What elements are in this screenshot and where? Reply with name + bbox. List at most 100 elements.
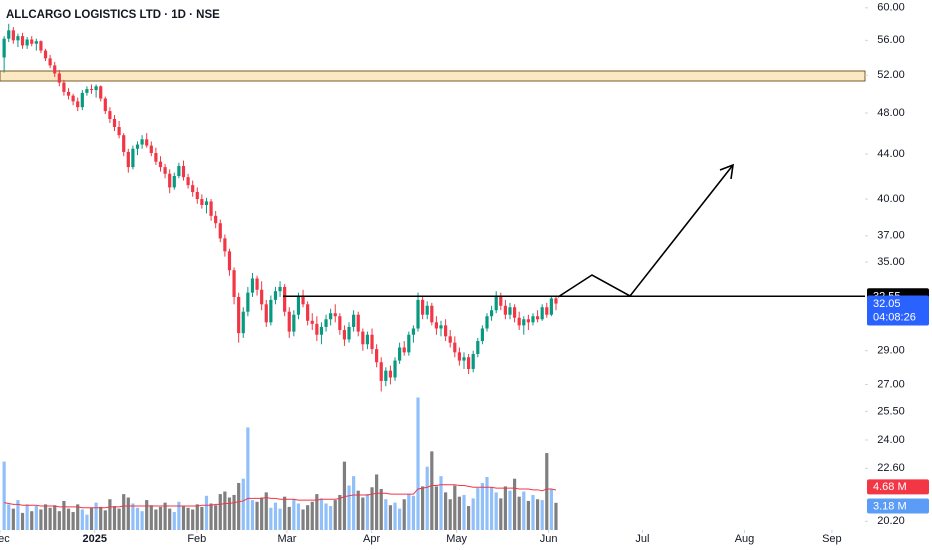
candle-body [370,334,374,350]
candle-body [503,305,507,315]
volume-bar [522,491,526,530]
candle-body [163,167,167,174]
volume-bar [126,497,130,530]
candle-body [7,30,11,39]
candle-body [241,311,245,334]
candle-body [246,292,250,312]
candle-body [191,185,195,193]
y-tick-label: 20.20 [877,515,905,527]
volume-bar [163,502,167,530]
y-tick-label: 22.60 [877,462,905,474]
volume-bar [241,478,245,530]
volume-bar [204,495,209,530]
volume-bar [172,512,176,530]
candle-body [425,305,429,315]
candle-body [117,127,121,136]
candle-body [172,176,176,188]
x-tick-label: Jun [540,533,558,545]
volume-bar [227,497,232,530]
volume-bar [421,486,425,530]
candle-body [319,326,324,335]
y-tick-label: 60.00 [877,2,905,14]
candle-body [255,278,259,290]
volume-bar [425,466,429,530]
candle-body [53,65,57,74]
candle-body [494,295,498,311]
candle-body [430,305,434,323]
candle-body [145,139,149,146]
volume-bar [2,461,6,530]
volume-bar [370,487,374,530]
volume-bar [25,504,29,530]
volume-bar [200,506,204,530]
last-price-label: 32.05 [873,298,901,310]
volume-bar [480,482,484,530]
volume-bar [122,494,126,530]
candle-body [292,314,296,332]
candle-body [16,36,20,41]
volume-bar [329,506,333,530]
volume-bar [255,501,259,530]
candle-body [361,331,365,345]
candle-body [398,347,402,361]
volume-badge-label: 3.18 M [873,500,907,512]
candle-body [283,286,287,312]
volume-bar [260,497,264,530]
volume-bar [131,503,135,530]
volume-bar [342,461,347,530]
candle-body [517,317,521,326]
volume-bar [476,488,480,530]
candle-body [122,135,126,152]
volume-bar [324,503,328,530]
candle-body [66,91,71,96]
candle-body [315,323,319,335]
candle-body [218,223,222,239]
candle-body [158,161,163,168]
price-pane [2,23,865,392]
y-tick-label: 44.00 [877,148,905,160]
candle-body [388,370,393,378]
volume-bar [30,511,34,530]
volume-bar [439,476,443,530]
volume-bar [283,496,287,530]
candle-body [80,92,84,108]
candle-body [71,95,75,102]
candle-body [135,144,140,149]
candle-body [356,314,360,332]
candle-body [329,313,333,320]
candle-body [278,286,282,292]
candle-body [545,307,549,315]
candle-body [214,215,218,224]
volume-bar [158,506,163,530]
candle-body [522,319,526,326]
volume-bar [338,494,342,530]
candle-body [43,50,48,59]
candle-body [260,289,264,305]
x-tick-label: Apr [363,533,380,545]
volume-bar [512,478,517,530]
volume-bar [57,511,61,530]
volume-ma-badge-label: 4.68 M [873,481,907,493]
volume-bar [398,508,402,530]
candle-body [416,299,420,329]
volume-bar [554,502,558,530]
volume-bar [278,508,282,530]
volume-bar [269,507,273,530]
volume-bar [264,492,268,530]
volume-bar [352,476,356,530]
volume-bar [407,494,411,530]
volume-bar [85,514,89,530]
candle-body [457,352,462,361]
volume-bar [434,486,439,530]
candle-body [444,325,448,337]
candle-body [462,357,466,361]
candle-body [273,291,278,300]
volume-bar [347,485,351,530]
candle-body [476,341,480,354]
volume-bar [430,451,434,530]
volume-bar [402,499,406,530]
volume-bar [365,494,370,530]
y-tick-label: 52.00 [877,69,905,81]
